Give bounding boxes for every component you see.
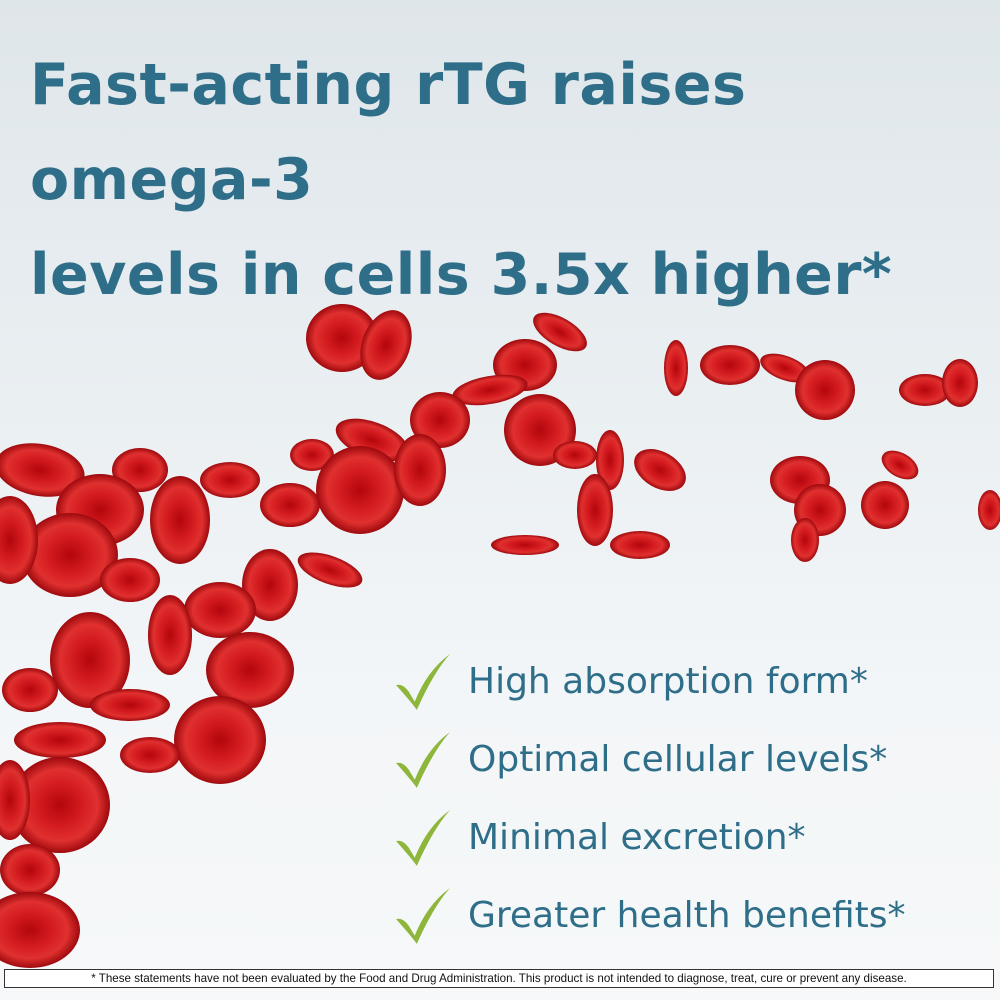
red-blood-cell [316, 446, 404, 534]
red-blood-cell [10, 757, 110, 853]
red-blood-cell [242, 549, 298, 621]
benefit-item: High absorption form* [392, 642, 906, 720]
headline-line-1: Fast-acting rTG raises omega-3 [30, 52, 747, 213]
red-blood-cell [700, 345, 760, 385]
red-blood-cell [0, 844, 60, 896]
red-blood-cell [260, 483, 320, 527]
check-icon [396, 888, 450, 944]
red-blood-cell [452, 374, 528, 406]
red-blood-cell [791, 518, 819, 562]
red-blood-cell [861, 481, 909, 529]
red-blood-cell [22, 513, 118, 597]
red-blood-cell [206, 632, 294, 708]
benefit-item: Optimal cellular levels* [392, 720, 906, 798]
red-blood-cell [942, 359, 978, 407]
red-blood-cell [881, 450, 919, 480]
red-blood-cell [174, 696, 266, 784]
red-blood-cell [596, 430, 624, 490]
headline-line-2: levels in cells 3.5x higher* [30, 242, 893, 308]
red-blood-cell [899, 374, 951, 406]
benefit-item: Minimal excretion* [392, 798, 906, 876]
red-blood-cell [0, 496, 38, 584]
check-icon [396, 732, 450, 788]
red-blood-cell [120, 737, 180, 773]
red-blood-cell [200, 462, 260, 498]
red-blood-cell [100, 558, 160, 602]
red-blood-cell [0, 443, 85, 497]
headline: Fast-acting rTG raises omega-3 levels in… [30, 38, 990, 323]
red-blood-cell [577, 474, 613, 546]
check-icon [396, 810, 450, 866]
red-blood-cell [184, 582, 256, 638]
red-blood-cell [553, 441, 597, 469]
red-blood-cell [297, 552, 363, 588]
red-blood-cell [50, 612, 130, 708]
red-blood-cell [290, 439, 334, 471]
benefit-label: High absorption form* [468, 660, 868, 702]
benefits-list: High absorption form* Optimal cellular l… [392, 642, 906, 954]
red-blood-cell [634, 449, 686, 491]
red-blood-cell [0, 760, 30, 840]
red-blood-cell [0, 892, 80, 968]
benefit-label: Minimal excretion* [468, 816, 806, 858]
fda-disclaimer: * These statements have not been evaluat… [4, 969, 994, 988]
red-blood-cell [2, 668, 58, 712]
benefit-item: Greater health benefits* [392, 876, 906, 954]
red-blood-cell [148, 595, 192, 675]
red-blood-cell [150, 476, 210, 564]
red-blood-cell [360, 310, 412, 380]
check-icon [396, 654, 450, 710]
benefit-label: Optimal cellular levels* [468, 738, 888, 780]
red-blood-cell [610, 531, 670, 559]
benefit-label: Greater health benefits* [468, 894, 906, 936]
red-blood-cell [491, 535, 559, 555]
red-blood-cell [14, 722, 106, 758]
red-blood-cell [664, 340, 688, 396]
red-blood-cell [90, 689, 170, 721]
red-blood-cell [978, 490, 1000, 530]
red-blood-cell [306, 304, 378, 372]
red-blood-cell [795, 360, 855, 420]
red-blood-cell [533, 312, 587, 352]
red-blood-cell [394, 434, 446, 506]
red-blood-cell [410, 392, 470, 448]
red-blood-cell [760, 353, 810, 383]
